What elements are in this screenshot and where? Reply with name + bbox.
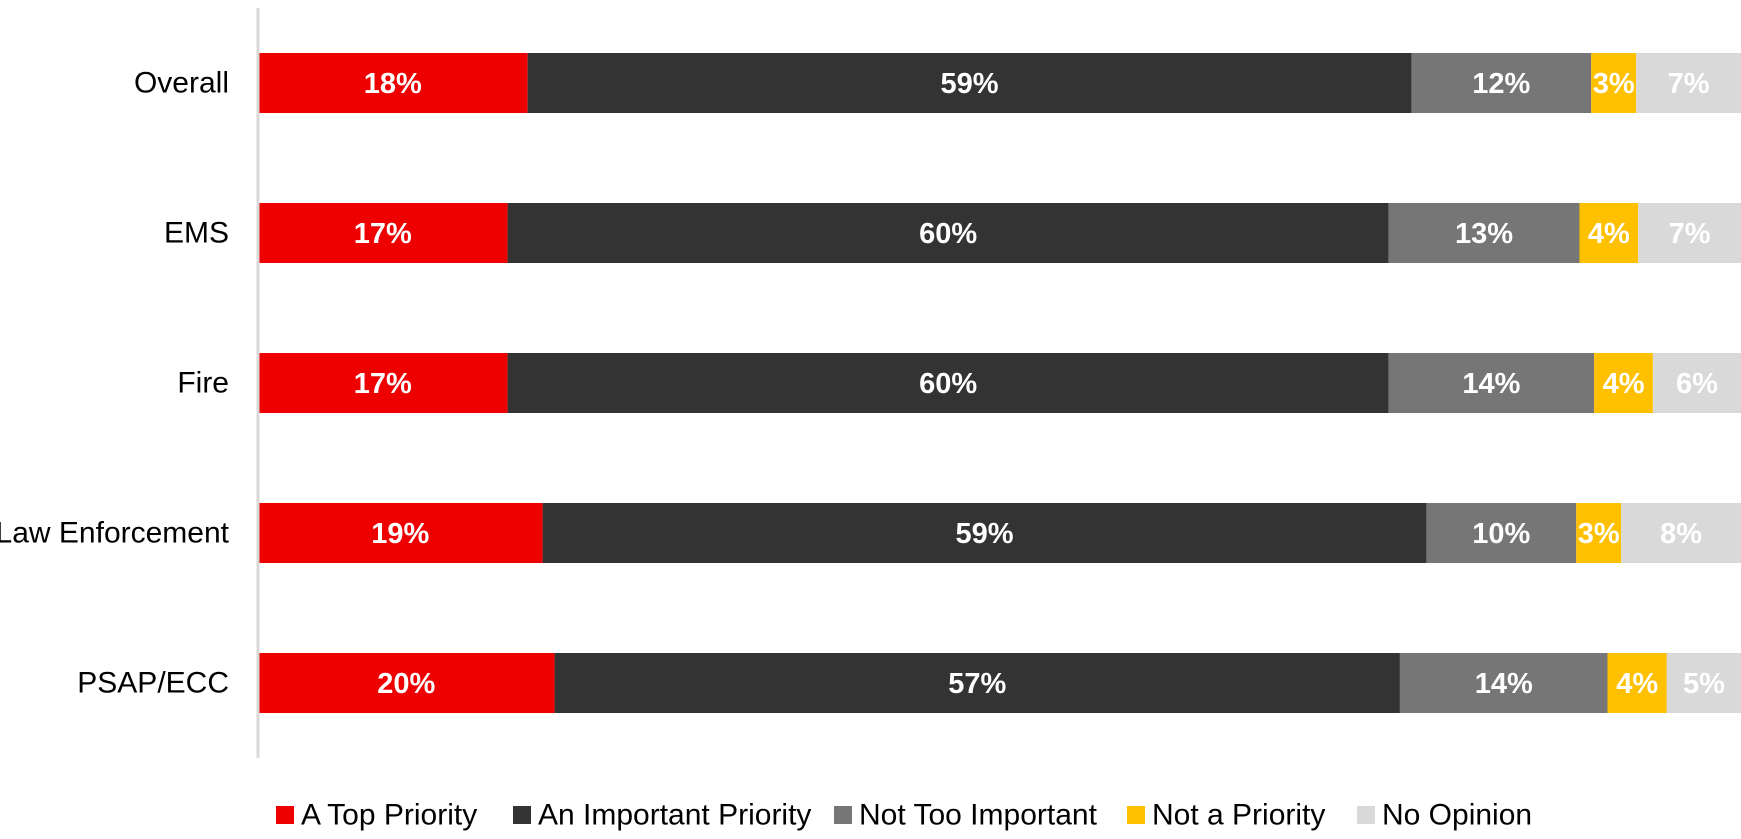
bar-segment-psap-ecc-an-important-priority: [554, 653, 1400, 713]
data-label-fire-an-important-priority: 60%: [919, 368, 977, 400]
bar-series-group: [258, 53, 1741, 713]
data-label-fire-not-a-priority: 4%: [1603, 368, 1645, 400]
bar-segment-overall-not-too-important: [1411, 53, 1592, 113]
category-label-psap-ecc: PSAP/ECC: [77, 667, 229, 700]
data-label-psap-ecc-a-top-priority: 20%: [377, 668, 435, 700]
data-label-law-enforcement-not-a-priority: 3%: [1578, 518, 1620, 550]
bar-segment-overall-a-top-priority: [258, 53, 528, 113]
data-label-ems-an-important-priority: 60%: [919, 218, 977, 250]
bar-segment-ems-not-too-important: [1388, 203, 1580, 263]
legend-swatch-no-opinion: [1357, 806, 1375, 824]
bar-segment-law-enforcement-a-top-priority: [258, 503, 543, 563]
data-label-law-enforcement-no-opinion: 8%: [1660, 518, 1702, 550]
bar-segment-ems-an-important-priority: [507, 203, 1389, 263]
data-label-fire-no-opinion: 6%: [1676, 368, 1718, 400]
data-label-overall-not-too-important: 12%: [1472, 68, 1530, 100]
legend: A Top Priority An Important Priority Not T…: [276, 799, 1532, 832]
category-label-law-enforcement: Law Enforcement: [0, 517, 230, 550]
data-label-law-enforcement-not-too-important: 10%: [1472, 518, 1530, 550]
data-label-fire-a-top-priority: 17%: [354, 368, 412, 400]
bar-segment-fire-not-a-priority: [1594, 353, 1653, 413]
bar-segment-law-enforcement-no-opinion: [1621, 503, 1741, 563]
data-label-overall-an-important-priority: 59%: [941, 68, 999, 100]
bar-segment-ems-a-top-priority: [258, 203, 508, 263]
data-label-ems-not-a-priority: 4%: [1588, 218, 1630, 250]
bar-segment-psap-ecc-not-a-priority: [1607, 653, 1667, 713]
bar-segment-psap-ecc-a-top-priority: [258, 653, 555, 713]
bar-segment-ems-no-opinion: [1638, 203, 1741, 263]
data-label-law-enforcement-a-top-priority: 19%: [371, 518, 429, 550]
category-label-fire: Fire: [177, 367, 229, 400]
data-label-ems-not-too-important: 13%: [1455, 218, 1513, 250]
legend-swatch-not-too-important: [834, 806, 852, 824]
data-label-psap-ecc-an-important-priority: 57%: [948, 668, 1006, 700]
bar-segment-fire-not-too-important: [1388, 353, 1595, 413]
data-label-overall-not-a-priority: 3%: [1593, 68, 1635, 100]
legend-label-a-top-priority: A Top Priority: [301, 799, 477, 832]
bar-segment-fire-no-opinion: [1652, 353, 1741, 413]
legend-swatch-not-a-priority: [1127, 806, 1145, 824]
data-label-ems-a-top-priority: 17%: [354, 218, 412, 250]
data-labels-group: 18% 59% 12% 3% 7% 17% 60% 13% 4% 7% 17% 60% 14% 4% 6% 1…: [354, 68, 1725, 700]
category-label-ems: EMS: [164, 217, 229, 250]
bar-segment-overall-an-important-priority: [527, 53, 1412, 113]
data-label-ems-no-opinion: 7%: [1669, 218, 1711, 250]
data-label-overall-a-top-priority: 18%: [364, 68, 422, 100]
legend-label-not-a-priority: Not a Priority: [1152, 799, 1325, 832]
bar-segment-fire-a-top-priority: [258, 353, 508, 413]
bar-segment-law-enforcement-not-a-priority: [1576, 503, 1622, 563]
category-axis-labels: Overall EMS Fire Law Enforcement PSAP/ECC: [0, 67, 230, 700]
legend-swatch-a-top-priority: [276, 806, 294, 824]
bar-segment-psap-ecc-not-too-important: [1399, 653, 1608, 713]
category-label-overall: Overall: [134, 67, 229, 100]
bar-segment-overall-not-a-priority: [1591, 53, 1637, 113]
bar-segment-law-enforcement-not-too-important: [1426, 503, 1577, 563]
legend-swatch-an-important-priority: [513, 806, 531, 824]
bar-segment-fire-an-important-priority: [507, 353, 1389, 413]
data-label-law-enforcement-an-important-priority: 59%: [955, 518, 1013, 550]
bar-segment-law-enforcement-an-important-priority: [542, 503, 1427, 563]
data-label-overall-no-opinion: 7%: [1668, 68, 1710, 100]
data-label-psap-ecc-not-a-priority: 4%: [1616, 668, 1658, 700]
legend-label-not-too-important: Not Too Important: [859, 799, 1098, 832]
data-label-psap-ecc-no-opinion: 5%: [1683, 668, 1725, 700]
bar-segment-overall-no-opinion: [1636, 53, 1741, 113]
data-label-psap-ecc-not-too-important: 14%: [1475, 668, 1533, 700]
legend-label-an-important-priority: An Important Priority: [538, 799, 811, 832]
bar-segment-ems-not-a-priority: [1579, 203, 1639, 263]
bar-segment-psap-ecc-no-opinion: [1666, 653, 1741, 713]
data-label-fire-not-too-important: 14%: [1462, 368, 1520, 400]
legend-label-no-opinion: No Opinion: [1382, 799, 1532, 832]
